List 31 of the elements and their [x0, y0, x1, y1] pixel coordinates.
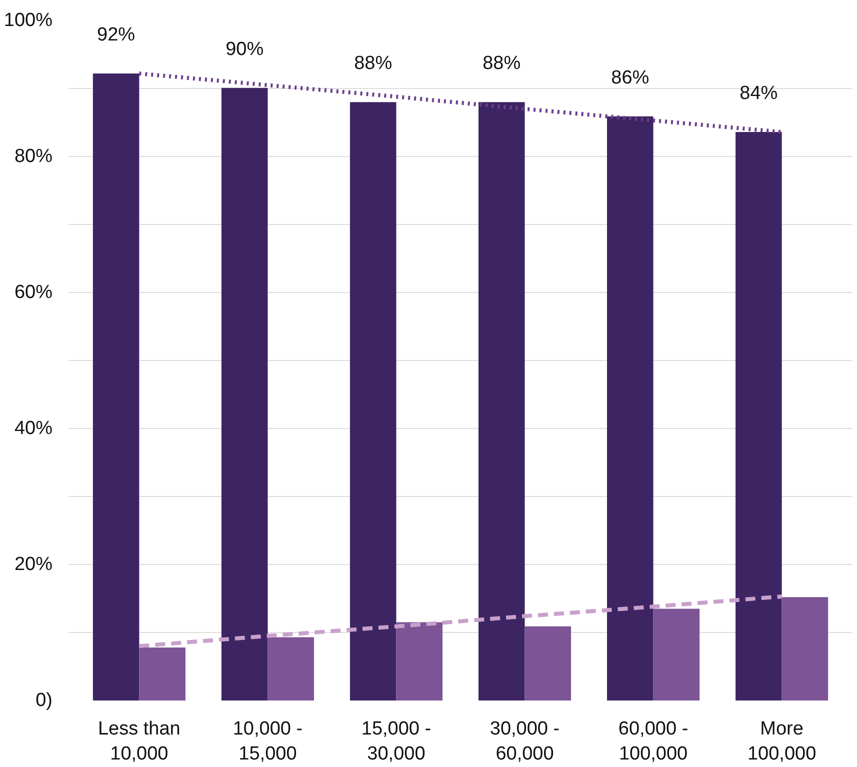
bar: [782, 597, 828, 700]
x-tick-label: 15,000 - 30,000: [361, 718, 432, 765]
data-label: 90%: [226, 38, 264, 60]
data-label: 86%: [611, 67, 650, 88]
data-label: 92%: [97, 24, 136, 46]
data-label: 84%: [740, 83, 778, 104]
data-label: 88%: [482, 53, 521, 74]
line-series: [137, 594, 784, 648]
bar: [653, 608, 700, 700]
x-tick-label: 10,000 - 15,000: [232, 718, 303, 765]
bar: [478, 102, 525, 700]
bar: [350, 102, 396, 700]
x-tick-label: 30,000 - 60,000: [490, 718, 560, 765]
bar: [607, 116, 654, 700]
y-tick-label: 0): [36, 690, 53, 711]
y-tick-label: 40%: [14, 418, 53, 439]
data-label: 88%: [354, 53, 392, 74]
bar: [268, 637, 314, 700]
y-tick-label: 60%: [14, 282, 53, 303]
y-tick-label: 80%: [14, 146, 53, 167]
bar: [92, 74, 140, 700]
x-tick-label: Less than 10,000: [98, 718, 180, 765]
y-tick-label: 20%: [14, 554, 53, 575]
bar: [524, 626, 572, 700]
y-tick-label: 100%: [4, 10, 53, 31]
bar: [139, 647, 186, 700]
bar: [221, 88, 268, 700]
bar: [736, 132, 782, 700]
bar: [396, 622, 443, 700]
x-tick-label: 60,000 - 100,000: [618, 718, 688, 765]
x-tick-label: More 100,000: [747, 718, 816, 765]
